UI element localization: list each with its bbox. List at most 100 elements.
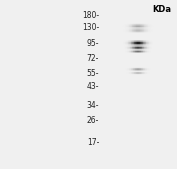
Bar xyxy=(150,30,151,31)
Bar xyxy=(140,23,141,24)
Bar xyxy=(136,74,137,75)
Bar xyxy=(147,31,148,32)
Bar xyxy=(150,26,151,27)
Bar xyxy=(124,30,125,31)
Bar xyxy=(141,47,142,48)
Bar xyxy=(132,23,133,24)
Bar xyxy=(131,25,132,26)
Bar xyxy=(129,73,130,74)
Bar xyxy=(139,46,140,47)
Bar xyxy=(152,25,153,26)
Bar xyxy=(130,52,131,53)
Bar xyxy=(127,49,128,50)
Bar xyxy=(147,73,148,74)
Bar xyxy=(138,45,139,46)
Bar xyxy=(144,51,145,52)
Bar xyxy=(128,48,129,49)
Bar xyxy=(133,48,134,49)
Bar xyxy=(149,30,150,31)
Bar xyxy=(130,74,131,75)
Bar xyxy=(131,26,132,27)
Bar xyxy=(149,45,150,46)
Bar xyxy=(152,44,153,45)
Bar xyxy=(148,30,149,31)
Bar xyxy=(128,31,129,32)
Bar xyxy=(149,24,150,25)
Bar xyxy=(126,70,127,71)
Bar xyxy=(149,41,150,42)
Bar xyxy=(124,47,125,48)
Bar xyxy=(127,29,128,30)
Bar xyxy=(138,23,139,24)
Bar xyxy=(132,68,133,69)
Bar xyxy=(153,27,154,28)
Bar xyxy=(147,72,148,73)
Bar xyxy=(143,42,144,43)
Bar xyxy=(143,27,144,28)
Bar xyxy=(142,26,143,27)
Bar xyxy=(148,44,149,45)
Bar xyxy=(141,51,142,52)
Bar xyxy=(137,23,138,24)
Bar xyxy=(143,71,144,72)
Bar xyxy=(135,28,136,29)
Bar xyxy=(143,46,144,47)
Bar xyxy=(143,48,144,49)
Bar xyxy=(134,27,135,28)
Bar xyxy=(123,26,124,27)
Bar xyxy=(129,41,130,42)
Bar xyxy=(150,25,151,26)
Bar xyxy=(132,30,133,31)
Bar xyxy=(135,69,136,70)
Bar xyxy=(133,71,134,72)
Bar xyxy=(127,47,128,48)
Bar xyxy=(127,45,128,46)
Bar xyxy=(133,29,134,30)
Bar xyxy=(144,47,145,48)
Bar xyxy=(137,46,138,47)
Bar xyxy=(144,31,145,32)
Bar xyxy=(137,45,138,46)
Bar xyxy=(142,32,143,33)
Bar xyxy=(132,73,133,74)
Bar xyxy=(142,68,143,69)
Bar xyxy=(145,70,146,71)
Bar xyxy=(147,49,148,50)
Bar xyxy=(149,28,150,29)
Bar xyxy=(134,73,135,74)
Bar xyxy=(140,50,141,51)
Bar xyxy=(135,74,136,75)
Bar xyxy=(130,40,131,41)
Bar xyxy=(152,43,153,44)
Bar xyxy=(138,24,139,25)
Bar xyxy=(149,68,150,69)
Bar xyxy=(131,50,132,51)
Bar xyxy=(150,70,151,71)
Bar xyxy=(138,49,139,50)
Bar xyxy=(140,51,141,52)
Bar xyxy=(150,24,151,25)
Bar xyxy=(139,42,140,43)
Bar xyxy=(137,30,138,31)
Bar xyxy=(133,67,134,68)
Bar xyxy=(140,69,141,70)
Bar xyxy=(140,26,141,27)
Bar xyxy=(142,70,143,71)
Bar xyxy=(128,45,129,46)
Bar xyxy=(127,67,128,68)
Bar xyxy=(123,44,124,45)
Bar xyxy=(128,69,129,70)
Bar xyxy=(133,41,134,42)
Bar xyxy=(131,40,132,41)
Bar xyxy=(143,41,144,42)
Bar xyxy=(136,45,137,46)
Bar xyxy=(145,45,146,46)
Bar xyxy=(147,32,148,33)
Bar xyxy=(149,51,150,52)
Bar xyxy=(139,40,140,41)
Bar xyxy=(137,52,138,53)
Bar xyxy=(138,41,139,42)
Bar xyxy=(138,71,139,72)
Bar xyxy=(149,49,150,50)
Bar xyxy=(134,30,135,31)
